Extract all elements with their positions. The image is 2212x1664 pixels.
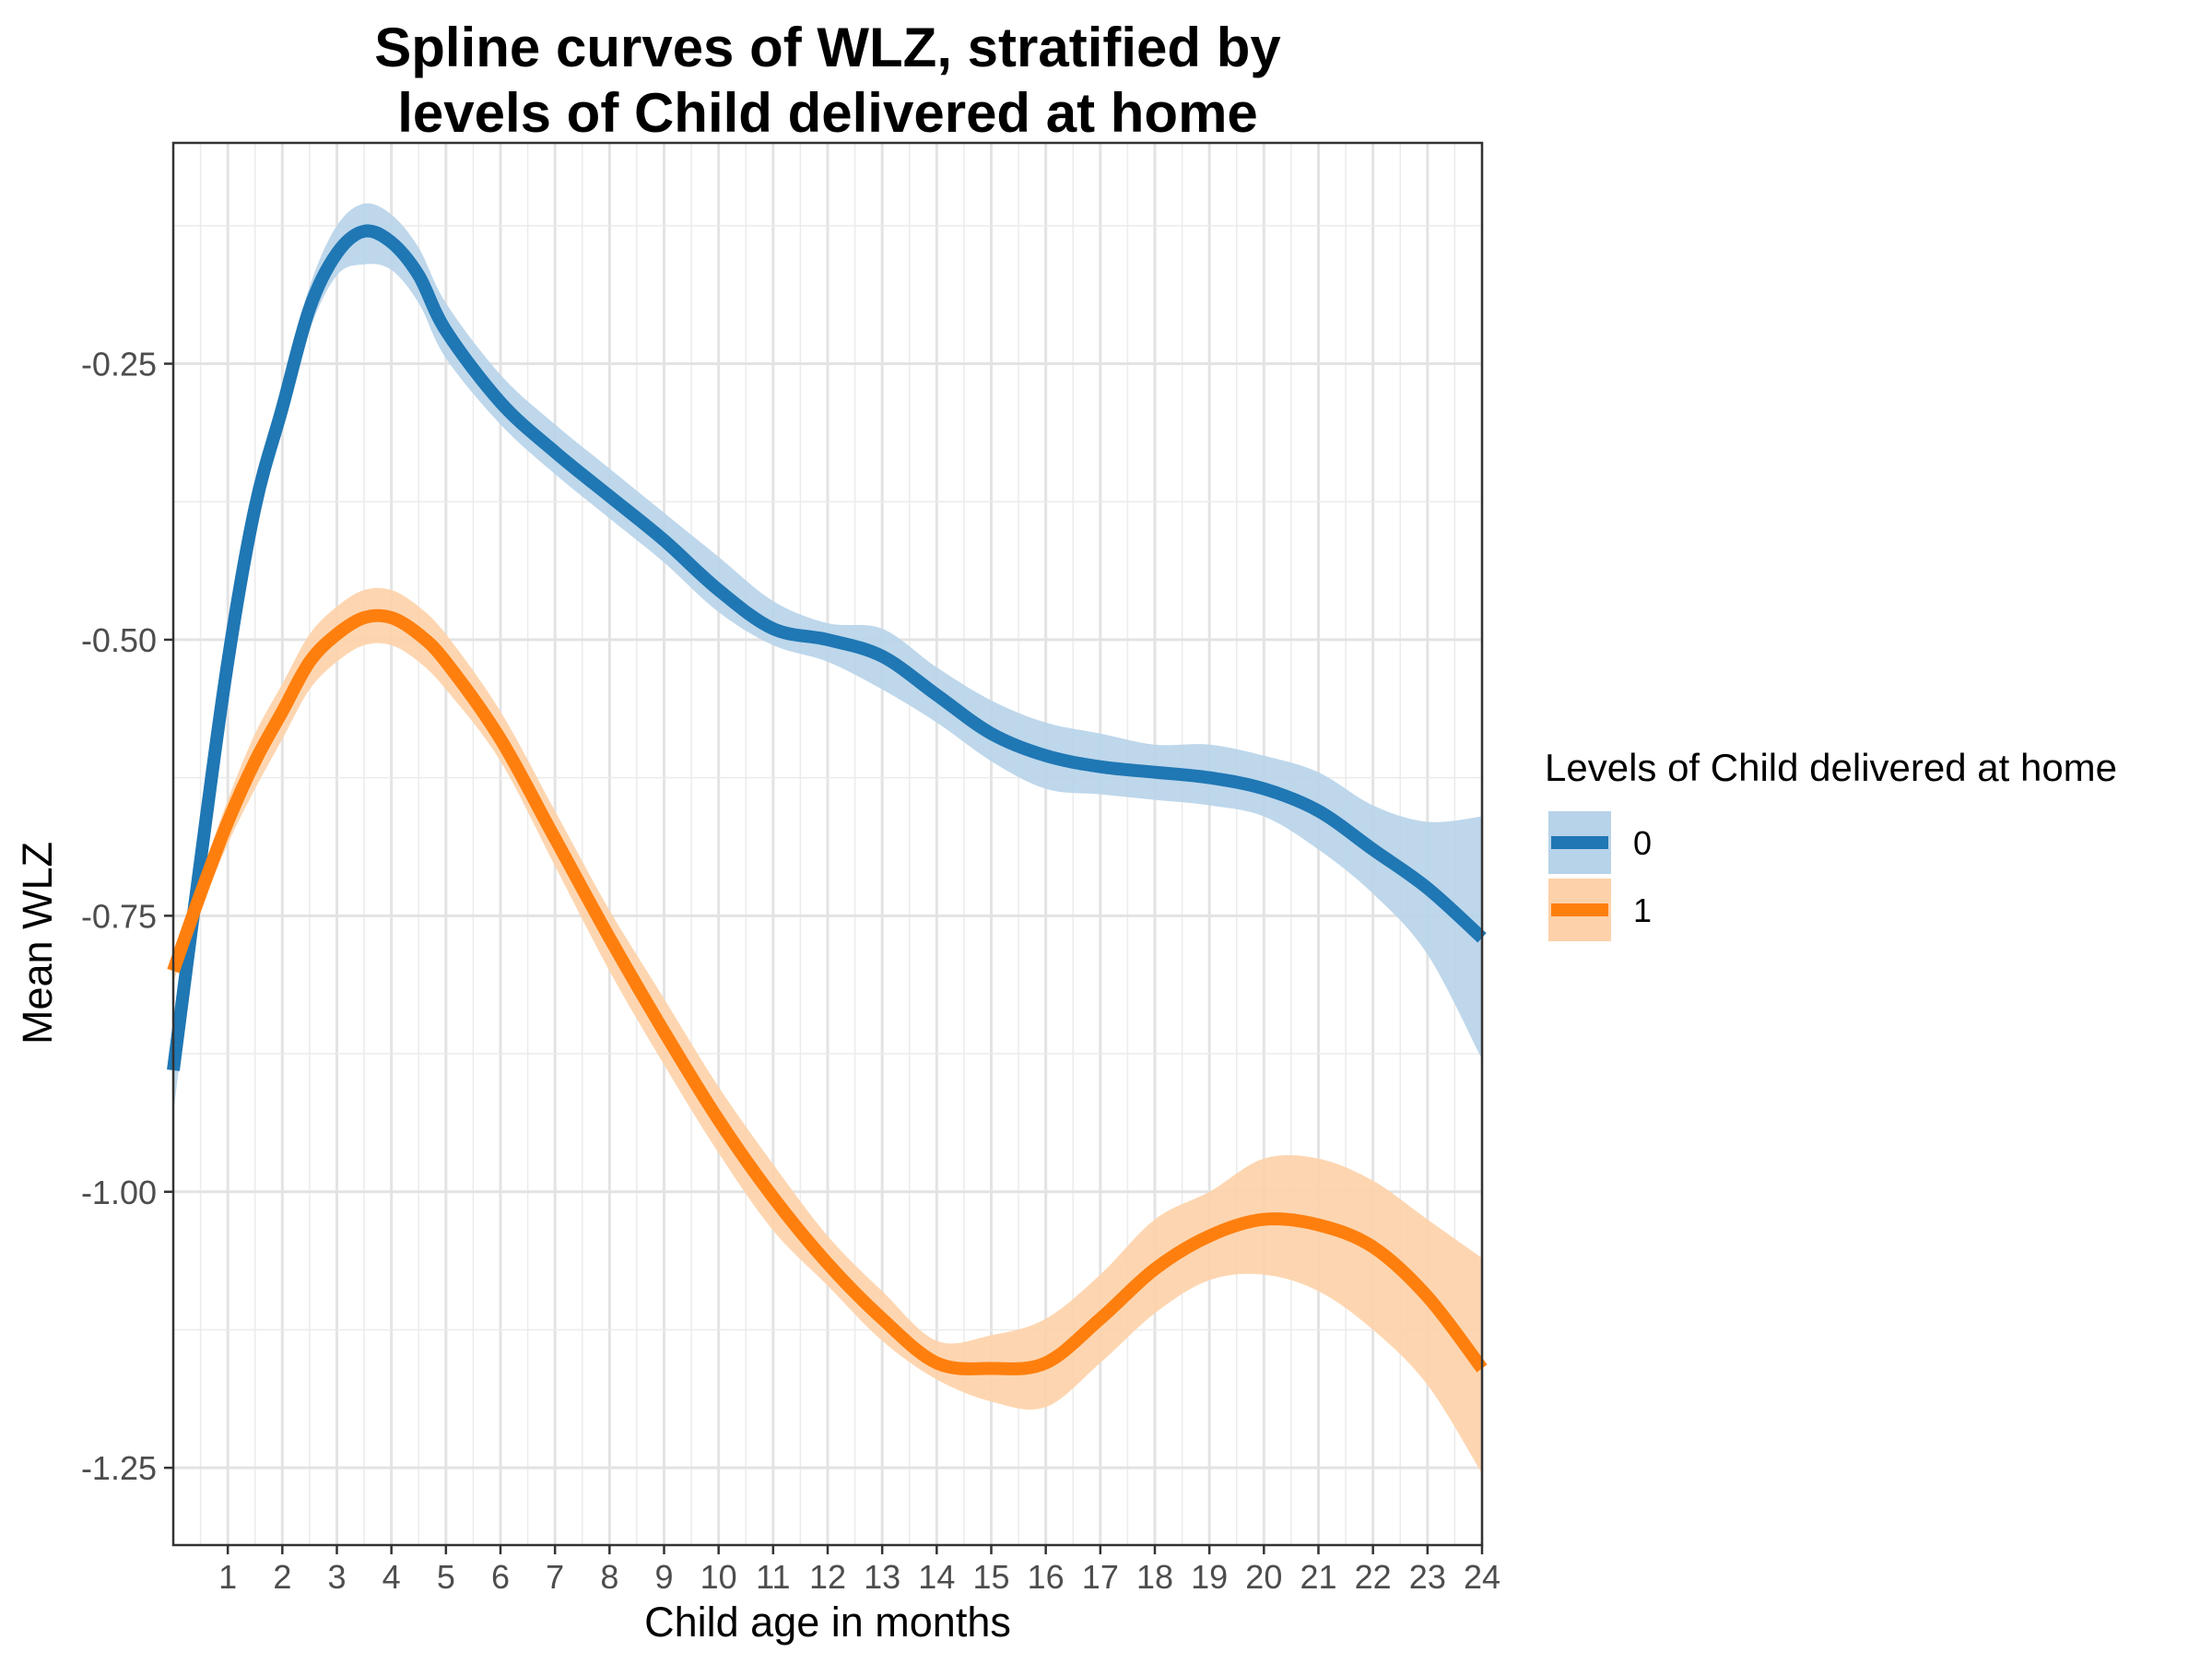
legend-keys: 01	[1548, 811, 1652, 941]
x-tick-label: 10	[700, 1558, 737, 1596]
x-tick-label: 4	[382, 1558, 401, 1596]
confidence-bands	[173, 203, 1482, 1474]
confidence-band-series-1	[173, 587, 1482, 1474]
x-tick-label: 7	[546, 1558, 564, 1596]
x-tick-label: 21	[1300, 1558, 1336, 1596]
x-tick-label: 23	[1409, 1558, 1446, 1596]
x-tick-label: 2	[273, 1558, 291, 1596]
x-tick-label: 15	[972, 1558, 1009, 1596]
x-tick-label: 1	[218, 1558, 237, 1596]
x-tick-label: 5	[437, 1558, 455, 1596]
x-tick-label: 6	[491, 1558, 510, 1596]
chart-title-line2: levels of Child delivered at home	[397, 82, 1258, 144]
x-axis-ticks: 1 2 3 4 5 6 7 8 9 10 11 12 13 14 15 16 17 18 19 20 21 22 23 24	[218, 1545, 1500, 1596]
x-tick-label: 16	[1028, 1558, 1065, 1596]
x-tick-label: 12	[809, 1558, 846, 1596]
x-tick-label: 17	[1082, 1558, 1119, 1596]
y-tick-label: -0.75	[81, 897, 157, 935]
confidence-band-series-0	[173, 203, 1482, 1115]
x-tick-label: 14	[918, 1558, 955, 1596]
series-line-0	[167, 224, 1487, 1071]
y-tick-label: -0.25	[81, 346, 157, 384]
y-tick-label: -1.25	[81, 1449, 157, 1487]
series-lines	[167, 224, 1488, 1375]
series-line-1	[167, 608, 1488, 1375]
y-tick-label: -1.00	[81, 1174, 157, 1211]
y-tick-label: -0.50	[81, 621, 157, 659]
y-axis-ticks: -0.25 -0.50 -0.75 -1.00 -1.25	[81, 346, 173, 1487]
y-axis-label: Mean WLZ	[14, 842, 61, 1044]
x-tick-label: 3	[327, 1558, 346, 1596]
x-tick-label: 9	[654, 1558, 673, 1596]
x-tick-label: 18	[1136, 1558, 1173, 1596]
legend-title: Levels of Child delivered at home	[1545, 746, 2117, 789]
x-tick-label: 24	[1464, 1558, 1500, 1596]
legend-label-0: 0	[1633, 824, 1652, 862]
x-tick-label: 22	[1355, 1558, 1392, 1596]
x-tick-label: 8	[600, 1558, 618, 1596]
x-tick-label: 11	[756, 1558, 790, 1596]
x-tick-label: 13	[864, 1558, 900, 1596]
x-tick-label: 19	[1191, 1558, 1228, 1596]
x-tick-label: 20	[1245, 1558, 1282, 1596]
chart-title-line1: Spline curves of WLZ, stratified by	[374, 17, 1281, 78]
x-axis-label: Child age in months	[644, 1599, 1011, 1646]
legend: Levels of Child delivered at home 01	[1545, 746, 2117, 941]
legend-label-1: 1	[1633, 891, 1652, 929]
